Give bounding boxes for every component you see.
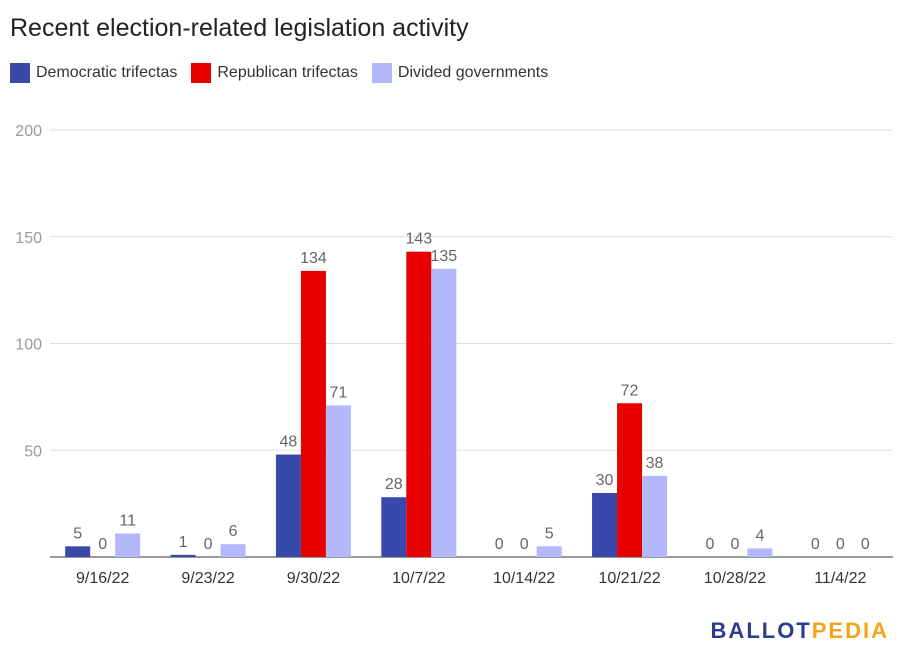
ballotpedia-logo: BALLOTPEDIA: [711, 618, 889, 644]
data-label: 0: [495, 536, 504, 553]
legend-label-democratic: Democratic trifectas: [36, 64, 178, 81]
data-label: 5: [545, 525, 554, 542]
bar: [300, 270, 326, 557]
data-label: 134: [300, 250, 327, 267]
bar: [617, 403, 643, 557]
data-label: 0: [730, 536, 739, 553]
bar: [431, 268, 457, 557]
bar: [115, 533, 141, 557]
bar: [220, 544, 246, 557]
legend-label-divided: Divided governments: [397, 64, 549, 81]
data-label: 6: [229, 523, 238, 540]
bar: [592, 492, 618, 557]
data-label: 0: [861, 536, 870, 553]
x-tick-label: 10/21/22: [598, 570, 660, 587]
y-tick-label: 200: [15, 123, 42, 140]
legend-swatch-republican: [191, 63, 212, 83]
bar: [325, 405, 351, 557]
data-label: 38: [646, 455, 664, 472]
data-label: 0: [811, 536, 820, 553]
data-label: 48: [280, 434, 298, 451]
bar: [275, 454, 301, 557]
data-label: 72: [621, 382, 639, 399]
bar: [536, 546, 562, 557]
data-label: 28: [385, 476, 403, 493]
data-label: 11: [119, 513, 136, 530]
data-label: 135: [430, 248, 457, 265]
data-label: 30: [596, 472, 614, 489]
bar: [642, 475, 668, 557]
legend-label-republican: Republican trifectas: [217, 64, 358, 81]
bar: [747, 548, 773, 557]
legend-item-democratic: Democratic trifectas: [10, 63, 177, 83]
bar: [65, 546, 91, 557]
data-label: 5: [73, 525, 82, 542]
bar: [381, 497, 407, 557]
data-label: 71: [330, 384, 348, 401]
logo-part-pedia: PEDIA: [811, 618, 889, 643]
data-label: 1: [179, 534, 188, 551]
legend-item-divided: Divided governments: [371, 63, 549, 83]
x-tick-label: 10/14/22: [493, 570, 555, 587]
x-tick-label: 9/23/22: [181, 570, 234, 587]
y-tick-label: 100: [15, 337, 42, 354]
data-label: 0: [98, 536, 107, 553]
x-tick-label: 11/4/22: [814, 570, 866, 587]
x-tick-label: 10/7/22: [392, 570, 445, 587]
chart-title: Recent election-related legislation acti…: [10, 14, 469, 42]
legend-swatch-democratic: [10, 63, 30, 83]
x-tick-label: 10/28/22: [704, 570, 766, 587]
data-label: 4: [755, 527, 764, 544]
legend: Democratic trifectas Republican trifecta…: [10, 63, 562, 83]
data-label: 0: [204, 536, 213, 553]
data-label: 0: [520, 536, 529, 553]
data-label: 0: [836, 536, 845, 553]
bar: [406, 251, 432, 557]
bar: [170, 554, 196, 557]
legend-item-republican: Republican trifectas: [191, 63, 358, 83]
x-tick-label: 9/30/22: [287, 570, 340, 587]
data-label: 0: [705, 536, 714, 553]
data-label: 143: [405, 231, 432, 248]
legend-swatch-divided: [371, 63, 392, 83]
y-tick-label: 150: [15, 230, 42, 247]
logo-part-ballot: BALLOT: [710, 618, 812, 643]
x-tick-label: 9/16/22: [76, 570, 129, 587]
y-tick-label: 50: [24, 443, 42, 460]
